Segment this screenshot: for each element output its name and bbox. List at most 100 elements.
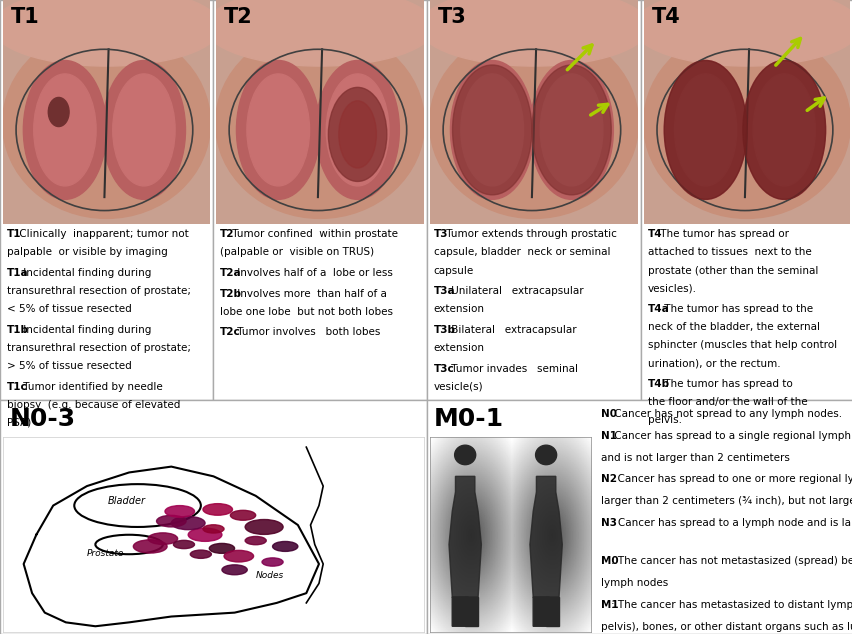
Text: sphincter (muscles that help control: sphincter (muscles that help control <box>647 340 836 351</box>
Text: capsule, bladder  neck or seminal: capsule, bladder neck or seminal <box>433 247 609 257</box>
Ellipse shape <box>418 0 648 66</box>
Ellipse shape <box>224 550 253 562</box>
Text: T3c: T3c <box>433 364 454 373</box>
Ellipse shape <box>632 0 852 66</box>
Text: T2: T2 <box>224 7 252 27</box>
Text: N0: N0 <box>600 409 616 419</box>
Text: Cancer has spread to a single regional lymph node (inside the pelvis): Cancer has spread to a single regional l… <box>610 430 852 441</box>
Ellipse shape <box>164 505 194 517</box>
Ellipse shape <box>236 60 320 199</box>
Text: Bladder: Bladder <box>108 496 146 505</box>
Text: neck of the bladder, the external: neck of the bladder, the external <box>647 322 819 332</box>
Text: Clinically  inapparent; tumor not: Clinically inapparent; tumor not <box>16 230 188 240</box>
Text: T1: T1 <box>7 230 21 240</box>
Ellipse shape <box>338 101 376 168</box>
Text: prostate (other than the seminal: prostate (other than the seminal <box>647 266 817 276</box>
Ellipse shape <box>674 74 736 186</box>
Ellipse shape <box>452 65 532 195</box>
Text: (palpable or  visible on TRUS): (palpable or visible on TRUS) <box>220 247 373 257</box>
Ellipse shape <box>752 74 815 186</box>
Text: T1: T1 <box>11 7 39 27</box>
Ellipse shape <box>315 60 399 199</box>
Text: and is not larger than 2 centimeters: and is not larger than 2 centimeters <box>600 453 789 463</box>
Text: Involves half of a  lobe or less: Involves half of a lobe or less <box>233 268 392 278</box>
Ellipse shape <box>173 540 194 548</box>
Text: Unilateral   extracapsular: Unilateral extracapsular <box>447 286 583 296</box>
Text: transurethral resection of prostate;: transurethral resection of prostate; <box>7 343 191 353</box>
Text: T4b: T4b <box>647 379 669 389</box>
Text: T2c: T2c <box>220 328 240 337</box>
Text: Cancer has spread to one or more regional lymph nodes and is: Cancer has spread to one or more regiona… <box>610 474 852 484</box>
Text: vesicles).: vesicles). <box>647 283 696 294</box>
Text: vesicle(s): vesicle(s) <box>433 382 483 392</box>
Text: Tumor confined  within prostate: Tumor confined within prostate <box>228 230 398 240</box>
Ellipse shape <box>664 60 746 199</box>
Ellipse shape <box>450 60 533 199</box>
Ellipse shape <box>203 503 233 515</box>
Ellipse shape <box>262 558 283 566</box>
Text: Cancer has not spread to any lymph nodes.: Cancer has not spread to any lymph nodes… <box>610 409 841 419</box>
Ellipse shape <box>230 510 256 521</box>
Ellipse shape <box>742 60 825 199</box>
Text: Tumor extends through prostatic: Tumor extends through prostatic <box>442 230 616 240</box>
Ellipse shape <box>34 74 96 186</box>
Ellipse shape <box>273 541 297 552</box>
Ellipse shape <box>204 0 435 66</box>
Text: T2: T2 <box>220 230 234 240</box>
Ellipse shape <box>0 0 221 66</box>
Polygon shape <box>532 597 549 626</box>
Ellipse shape <box>23 60 107 199</box>
Text: T2b: T2b <box>220 288 241 299</box>
Text: T1b: T1b <box>7 325 29 335</box>
Ellipse shape <box>328 87 387 181</box>
Ellipse shape <box>148 533 177 545</box>
Ellipse shape <box>157 515 186 527</box>
Ellipse shape <box>529 60 613 199</box>
Text: PSA): PSA) <box>7 418 31 428</box>
Text: extension: extension <box>433 343 484 353</box>
Polygon shape <box>464 597 478 626</box>
Polygon shape <box>452 597 468 626</box>
Ellipse shape <box>222 565 247 575</box>
Text: : Cancer has spread to a lymph node and is larger than 5 centimeters: : Cancer has spread to a lymph node and … <box>610 518 852 528</box>
Text: T4a: T4a <box>647 304 669 314</box>
Text: Involves more  than half of a: Involves more than half of a <box>233 288 386 299</box>
Ellipse shape <box>112 74 175 186</box>
Text: N2: N2 <box>600 474 616 484</box>
Text: extension: extension <box>433 304 484 314</box>
Text: pelvis.: pelvis. <box>647 415 681 425</box>
Ellipse shape <box>532 65 611 195</box>
Text: N0-3: N0-3 <box>10 407 77 431</box>
Text: The tumor has spread to the: The tumor has spread to the <box>660 304 813 314</box>
Text: T1a: T1a <box>7 268 28 278</box>
Ellipse shape <box>216 28 424 218</box>
Text: M1: M1 <box>600 600 618 610</box>
Text: Incidental finding during: Incidental finding during <box>20 268 152 278</box>
Ellipse shape <box>454 445 475 465</box>
Text: lobe one lobe  but not both lobes: lobe one lobe but not both lobes <box>220 307 392 317</box>
Text: lymph nodes: lymph nodes <box>600 578 667 588</box>
Ellipse shape <box>664 60 746 199</box>
Ellipse shape <box>203 525 224 533</box>
Text: urination), or the rectum.: urination), or the rectum. <box>647 358 780 368</box>
Ellipse shape <box>171 517 204 529</box>
Text: T3: T3 <box>433 230 447 240</box>
Ellipse shape <box>245 519 283 534</box>
Ellipse shape <box>460 74 523 186</box>
Text: transurethral resection of prostate;: transurethral resection of prostate; <box>7 286 191 296</box>
Text: the floor and/or the wall of the: the floor and/or the wall of the <box>647 398 806 407</box>
Text: palpable  or visible by imaging: palpable or visible by imaging <box>7 247 167 257</box>
Text: pelvis), bones, or other distant organs such as lungs, liver, or brain: pelvis), bones, or other distant organs … <box>600 622 852 631</box>
Text: attached to tissues  next to the: attached to tissues next to the <box>647 247 810 257</box>
Ellipse shape <box>49 98 69 127</box>
Text: < 5% of tissue resected: < 5% of tissue resected <box>7 304 131 314</box>
Ellipse shape <box>246 74 309 186</box>
Text: larger than 2 centimeters (¾ inch), but not larger than 5 centimeters: larger than 2 centimeters (¾ inch), but … <box>600 496 852 507</box>
Polygon shape <box>448 476 481 597</box>
Text: N1: N1 <box>600 430 616 441</box>
Text: : The cancer has metastasized to distant lymph nodes (outside of the: : The cancer has metastasized to distant… <box>610 600 852 610</box>
Text: T4: T4 <box>651 7 680 27</box>
Text: N3: N3 <box>600 518 616 528</box>
Text: : The cancer has not metastasized (spread) beyond the regional: : The cancer has not metastasized (sprea… <box>610 556 852 566</box>
Text: Tumor identified by needle: Tumor identified by needle <box>20 382 163 392</box>
